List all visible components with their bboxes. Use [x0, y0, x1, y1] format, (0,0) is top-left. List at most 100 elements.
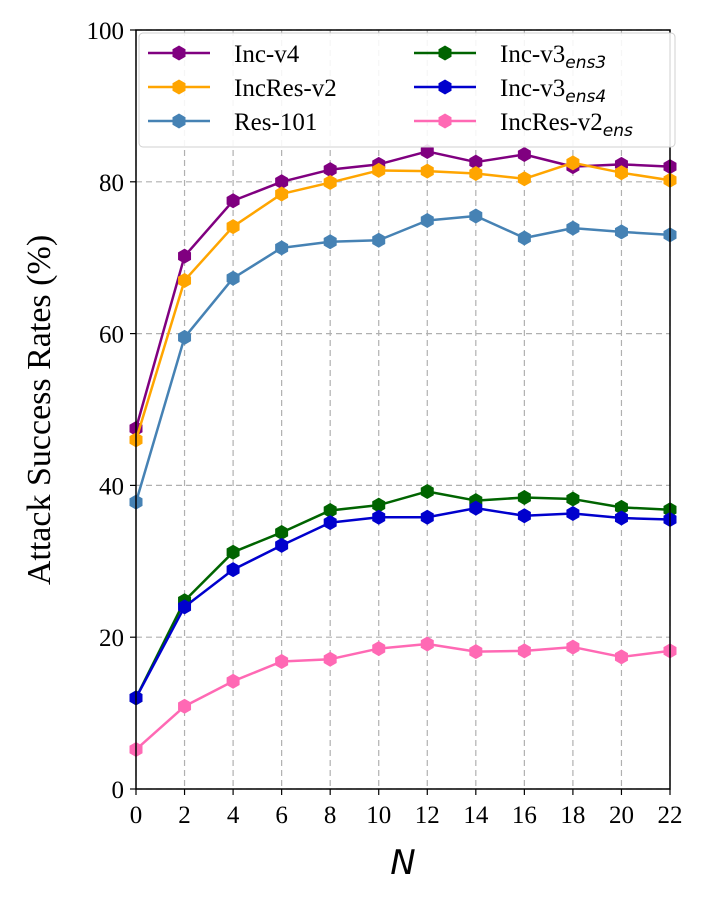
data-point	[226, 193, 240, 209]
data-point	[420, 483, 434, 499]
data-point	[420, 636, 434, 652]
data-point	[517, 643, 531, 659]
data-point	[517, 490, 531, 506]
data-point	[323, 502, 337, 518]
series-line	[134, 214, 671, 503]
x-tick-label: 10	[366, 802, 391, 829]
data-point	[372, 509, 386, 525]
x-tick-label: 4	[227, 802, 240, 829]
x-tick-label: 0	[130, 802, 143, 829]
data-point	[275, 537, 289, 553]
legend-item: Inc-v3ens3	[414, 41, 606, 73]
data-point	[275, 186, 289, 202]
data-point	[420, 143, 434, 159]
legend-marker	[438, 113, 452, 129]
legend-label: Inc-v3ens4	[500, 75, 606, 107]
data-point	[323, 651, 337, 667]
data-point	[469, 208, 483, 224]
x-tick-label: 2	[178, 802, 191, 829]
data-point	[517, 508, 531, 524]
legend-label: Res-101	[234, 109, 317, 136]
data-point	[226, 270, 240, 286]
legend-label: Inc-v3ens3	[500, 41, 606, 73]
data-point	[614, 649, 628, 665]
data-point	[566, 639, 580, 655]
y-tick-label: 40	[99, 473, 124, 500]
data-point	[469, 165, 483, 181]
series-IncRes-v2ens	[129, 636, 677, 758]
data-point	[614, 165, 628, 181]
legend-item: Res-101	[148, 109, 317, 136]
legend-label: IncRes-v2ens	[500, 109, 633, 141]
y-tick-label: 20	[99, 625, 124, 652]
data-point	[178, 329, 192, 345]
legend-marker	[172, 45, 186, 61]
x-tick-label: 8	[324, 802, 337, 829]
data-point	[178, 698, 192, 714]
data-point	[323, 175, 337, 191]
series-line	[135, 642, 671, 751]
y-axis-title: Attack Success Rates (%)	[21, 235, 58, 585]
axis-ticks: 0 2 4 6 8 10 12 14 16 18 20 22 0 20 40 60 80 100	[87, 18, 683, 829]
legend-item: IncRes-v2	[148, 75, 337, 102]
data-point	[420, 509, 434, 525]
legend-item: IncRes-v2ens	[414, 109, 633, 141]
data-point	[517, 230, 531, 246]
x-tick-label: 6	[275, 802, 288, 829]
data-point	[566, 491, 580, 507]
data-point	[178, 248, 192, 264]
data-point	[323, 515, 337, 531]
data-point	[614, 499, 628, 515]
series-line	[134, 150, 671, 429]
data-point	[226, 673, 240, 689]
data-point	[372, 641, 386, 657]
data-point	[614, 224, 628, 240]
data-point	[275, 524, 289, 540]
legend-label: IncRes-v2	[234, 75, 337, 102]
data-point	[226, 544, 240, 560]
data-point	[469, 644, 483, 660]
data-point	[178, 272, 192, 288]
legend-box	[138, 32, 676, 148]
data-point	[275, 653, 289, 669]
x-tick-label: 20	[609, 802, 634, 829]
series-IncRes-v2	[129, 155, 677, 448]
data-point	[420, 213, 434, 229]
series-Inc-v4	[129, 143, 677, 436]
y-tick-label: 60	[99, 322, 124, 349]
data-point	[226, 219, 240, 235]
series-line	[134, 161, 671, 441]
data-point	[517, 146, 531, 162]
data-point	[323, 162, 337, 178]
legend: Inc-v4 IncRes-v2 Res-101 Inc-v3ens3Inc-v3en…	[138, 32, 676, 148]
data-point	[420, 163, 434, 179]
legend-marker	[438, 45, 452, 61]
data-point	[372, 497, 386, 513]
data-point	[566, 220, 580, 236]
y-tick-label: 80	[99, 170, 124, 197]
data-point	[469, 500, 483, 516]
x-tick-label: 22	[658, 802, 683, 829]
plot-frame	[135, 29, 671, 790]
x-axis-title: N	[390, 843, 415, 883]
legend-marker	[172, 79, 186, 95]
data-point	[372, 232, 386, 248]
series-line	[134, 490, 671, 699]
series-layer	[129, 143, 677, 758]
legend-label: Inc-v4	[234, 41, 300, 68]
data-point	[323, 234, 337, 250]
x-tick-label: 12	[415, 802, 440, 829]
data-point	[566, 155, 580, 171]
data-point	[275, 240, 289, 256]
legend-marker	[438, 79, 452, 95]
data-point	[517, 171, 531, 187]
data-point	[372, 162, 386, 178]
data-point	[275, 174, 289, 190]
x-tick-label: 18	[560, 802, 585, 829]
x-tick-label: 14	[463, 802, 489, 829]
series-Res-101	[129, 208, 677, 510]
x-tick-label: 16	[512, 802, 537, 829]
legend-item: Inc-v3ens4	[414, 75, 606, 107]
legend-item: Inc-v4	[148, 41, 300, 68]
